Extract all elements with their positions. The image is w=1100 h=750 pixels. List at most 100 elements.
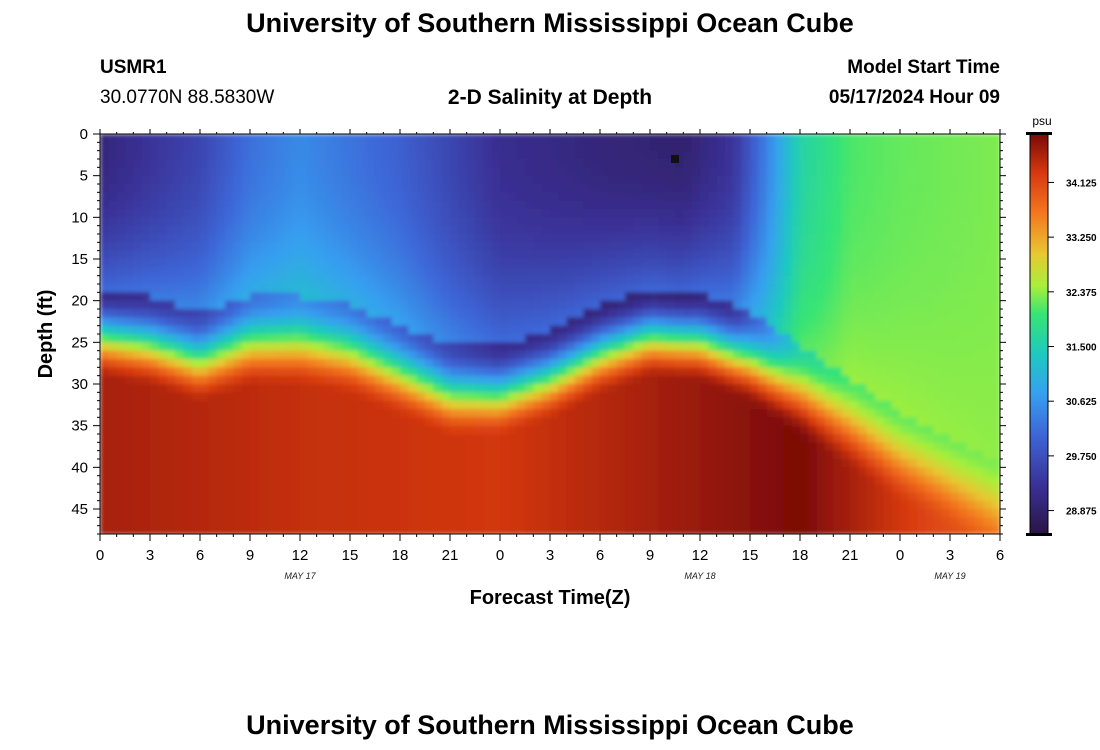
heatmap-cell (458, 175, 468, 185)
heatmap-cell (600, 167, 609, 177)
heatmap-cell (108, 434, 118, 443)
heatmap-cell (241, 200, 251, 210)
heatmap-cell (950, 134, 959, 143)
heatmap-cell (416, 259, 426, 268)
heatmap-cell (833, 250, 843, 260)
heatmap-cell (316, 375, 326, 385)
heatmap-cell (616, 400, 626, 410)
heatmap-cell (591, 467, 601, 477)
heatmap-cell (783, 417, 793, 427)
heatmap-cell (866, 225, 876, 235)
heatmap-cell (716, 209, 726, 218)
heatmap-cell (925, 409, 934, 418)
heatmap-cell (775, 267, 784, 277)
heatmap-cell (933, 184, 943, 193)
heatmap-cell (825, 525, 834, 534)
heatmap-cell (291, 209, 301, 218)
heatmap-cell (808, 350, 818, 360)
heatmap-cell (925, 334, 934, 343)
heatmap-cell (350, 442, 359, 452)
heatmap-cell (425, 392, 434, 402)
heatmap-cell (708, 342, 718, 352)
heatmap-cell (475, 384, 484, 393)
heatmap-cell (575, 450, 584, 460)
heatmap-cell (566, 292, 576, 302)
heatmap-cell (608, 300, 618, 310)
heatmap-cell (141, 500, 151, 510)
heatmap-cell (358, 475, 368, 485)
heatmap-cell (666, 167, 676, 177)
heatmap-cell (550, 167, 559, 177)
heatmap-cell (183, 492, 193, 502)
heatmap-cell (791, 392, 801, 402)
heatmap-cell (958, 159, 968, 168)
heatmap-cell (791, 500, 801, 510)
heatmap-cell (583, 509, 593, 518)
heatmap-cell (308, 275, 318, 285)
heatmap-cell (116, 225, 126, 235)
heatmap-cell (925, 259, 934, 268)
heatmap-cell (408, 159, 418, 168)
heatmap-cell (741, 367, 751, 377)
heatmap-cell (808, 184, 818, 193)
heatmap-cell (491, 142, 501, 152)
heatmap-cell (625, 434, 634, 443)
heatmap-cell (433, 484, 443, 493)
heatmap-cell (441, 217, 451, 227)
heatmap-cell (108, 317, 118, 327)
heatmap-cell (458, 234, 468, 243)
heatmap-cell (508, 467, 518, 477)
heatmap-cell (958, 267, 968, 277)
heatmap-cell (158, 134, 168, 143)
heatmap-cell (833, 192, 843, 202)
heatmap-cell (558, 342, 568, 352)
heatmap-cell (283, 309, 293, 318)
heatmap-cell (416, 500, 426, 510)
heatmap-cell (233, 367, 243, 377)
heatmap-cell (366, 175, 376, 185)
heatmap-cell (608, 159, 618, 168)
heatmap-cell (816, 492, 826, 502)
heatmap-cell (191, 425, 201, 435)
heatmap-cell (958, 292, 968, 302)
heatmap-cell (650, 334, 659, 343)
heatmap-cell (491, 467, 501, 477)
heatmap-cell (233, 517, 243, 527)
heatmap-cell (875, 392, 884, 402)
heatmap-cell (116, 325, 126, 335)
heatmap-cell (441, 275, 451, 285)
heatmap-cell (633, 292, 643, 302)
heatmap-cell (466, 267, 476, 277)
heatmap-cell (550, 409, 559, 418)
heatmap-cell (850, 375, 859, 385)
heatmap-cell (358, 192, 368, 202)
heatmap-cell (308, 342, 318, 352)
heatmap-cell (141, 400, 151, 410)
heatmap-cell (475, 517, 484, 527)
heatmap-cell (933, 392, 943, 402)
heatmap-cell (366, 259, 376, 268)
heatmap-cell (150, 400, 159, 410)
heatmap-cell (775, 492, 784, 502)
heatmap-cell (591, 184, 601, 193)
heatmap-cell (383, 475, 393, 485)
heatmap-cell (475, 292, 484, 302)
heatmap-cell (558, 167, 568, 177)
heatmap-cell (866, 259, 876, 268)
heatmap-cell (933, 150, 943, 160)
heatmap-cell (875, 142, 884, 152)
heatmap-cell (658, 517, 668, 527)
heatmap-cell (183, 259, 193, 268)
heatmap-cell (225, 450, 234, 460)
heatmap-cell (100, 292, 109, 302)
heatmap-cell (641, 359, 651, 368)
heatmap-cell (708, 225, 718, 235)
heatmap-cell (375, 434, 384, 443)
heatmap-cell (250, 359, 259, 368)
heatmap-cell (791, 517, 801, 527)
heatmap-cell (225, 184, 234, 193)
heatmap-cell (250, 267, 259, 277)
heatmap-cell (908, 292, 918, 302)
heatmap-cell (191, 217, 201, 227)
heatmap-cell (691, 275, 701, 285)
